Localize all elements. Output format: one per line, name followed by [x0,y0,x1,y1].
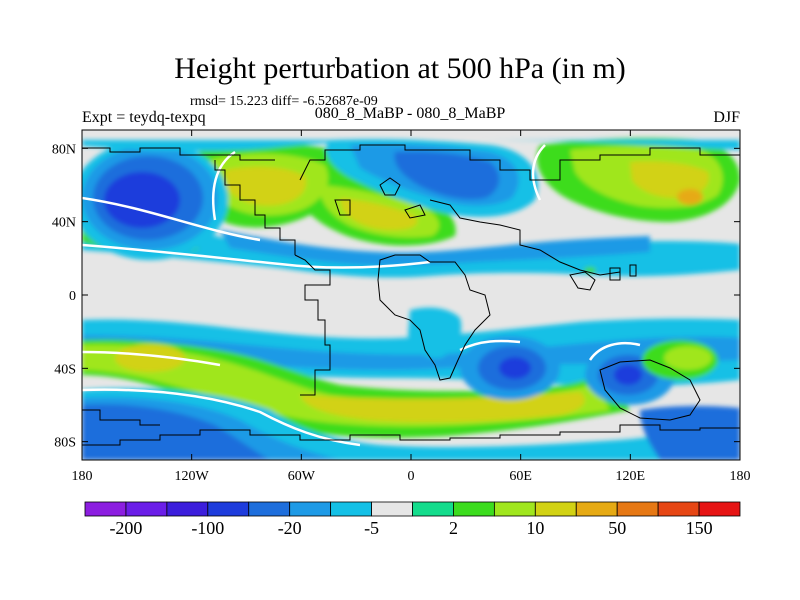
sh-polar-east [640,405,740,460]
colorbar-swatch [371,501,413,517]
sh-trough-atlantic-core [499,357,531,379]
stats-label: rmsd= 15.223 diff= -6.52687e-09 [190,94,378,109]
colorbar-label: 50 [608,518,626,538]
colorbar-swatch [534,501,577,517]
colorbar-label: -20 [278,518,302,538]
contour-field [82,130,740,460]
zero-contours [82,144,641,447]
nh-band-light [82,200,740,278]
x-tick-label: 60W [288,469,316,484]
nh-yellow-west [225,166,307,206]
chart-title: Height perturbation at 500 hPa (in m) [174,52,626,85]
x-tick-label: 120E [616,469,646,484]
y-tick-label: 80S [54,436,76,451]
colorbar-swatch [575,501,618,517]
x-tick-label: 60E [509,469,532,484]
x-tick-label: 180 [730,469,751,484]
sh-polar-deep [82,404,270,460]
nh-trough-pacific-core [104,172,180,228]
colorbar-label: -5 [364,518,379,538]
colorbar-swatch [412,501,454,517]
experiment-label: Expt = teydq-texpq [82,109,206,126]
coastlines [82,144,740,446]
colorbar-swatch [657,501,700,517]
x-tick-label: 0 [408,469,415,484]
colorbar-swatch [493,501,536,517]
y-tick-label: 40S [54,362,76,377]
season-label: DJF [713,109,740,126]
colorbar-swatch [248,501,291,517]
sh-yellow-west [115,344,185,372]
tropical-blue-patch [408,307,462,359]
colorbar-swatch [698,501,741,517]
x-tick-label: 120W [175,469,210,484]
colorbar-label: 2 [449,518,458,538]
colorbar-label: -100 [191,518,224,538]
colorbar-swatch [125,501,168,517]
y-tick-label: 40N [52,216,76,231]
nh-band-mid [220,230,650,266]
colorbar: -200 -100 -20 -5 2 10 50 150 [84,501,741,538]
colorbar-label: 10 [526,518,544,538]
colorbar-swatch [453,501,495,517]
x-axis: 180 120W 60W 0 60E 120E 180 [72,130,751,484]
y-tick-label: 0 [69,289,76,304]
sh-trough-indian-core [614,365,642,385]
colorbar-swatch [84,501,127,517]
colorbar-swatch [616,501,659,517]
nh-trough-eurasia-deep [394,151,500,200]
y-tick-label: 80N [52,142,76,157]
nh-yellow-atlantic [340,198,418,230]
nh-stripe-arctic [82,140,740,151]
colorbar-label: 150 [686,518,713,538]
colorbar-label: -200 [109,518,142,538]
colorbar-swatch [207,501,250,517]
colorbar-swatch [166,501,209,517]
sh-ridge-indian-inner [664,346,712,370]
y-axis: 80N 40N 0 40S 80S [52,142,740,451]
colorbar-swatch [330,501,372,517]
x-tick-label: 180 [72,469,93,484]
colorbar-swatch [289,501,332,517]
nh-orange-east [677,189,703,205]
nh-yellow-east [630,161,709,199]
comparison-label: 080_8_MaBP - 080_8_MaBP [314,105,506,122]
